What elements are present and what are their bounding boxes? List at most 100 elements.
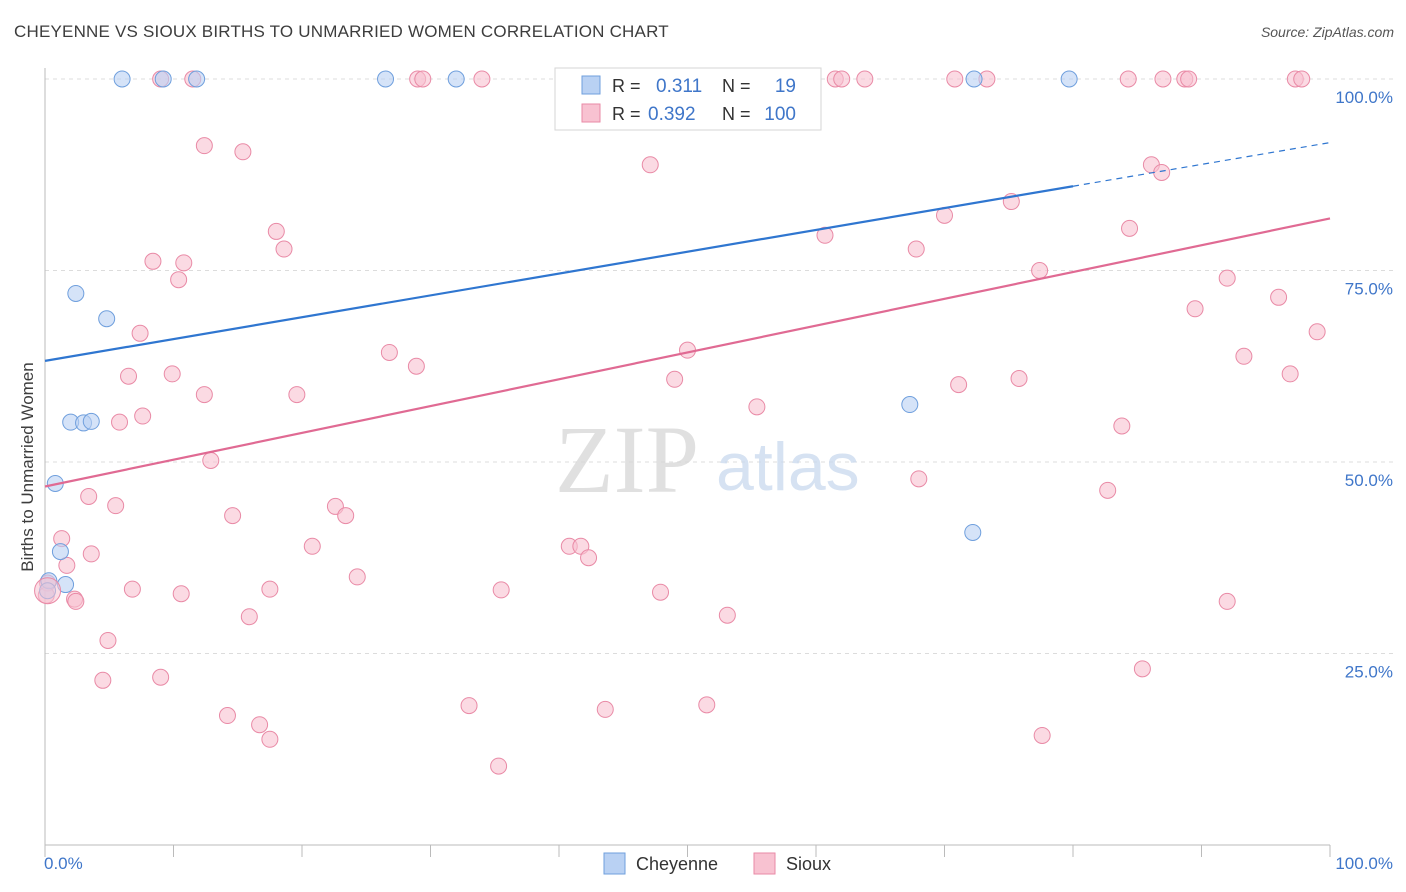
data-points <box>34 70 1326 775</box>
point-cheyenne-2 <box>188 70 206 88</box>
point-sioux-41 <box>407 357 425 375</box>
point-cheyenne-8 <box>98 310 116 328</box>
point-sioux-95 <box>1033 726 1051 744</box>
watermark-zip: ZIP <box>555 406 699 513</box>
y-tick-label-75: 75.0% <box>1345 280 1393 299</box>
y-axis-label: Births to Unmarried Women <box>18 362 37 571</box>
point-cheyenne-12 <box>901 396 919 414</box>
point-cheyenne-11 <box>82 412 100 430</box>
axes <box>44 68 1331 857</box>
point-sioux-47 <box>195 386 213 404</box>
chart-title: CHEYENNE VS SIOUX BIRTHS TO UNMARRIED WO… <box>14 22 669 41</box>
point-sioux-19 <box>1293 70 1311 88</box>
point-sioux-89 <box>251 716 269 734</box>
point-sioux-83 <box>718 606 736 624</box>
point-sioux-58 <box>910 470 928 488</box>
point-sioux-35 <box>1031 262 1049 279</box>
point-sioux-84 <box>1218 592 1236 610</box>
legend-r-label-sioux: R = <box>612 104 641 124</box>
bottom-legend-swatch-sioux <box>753 852 776 875</box>
point-sioux-43 <box>1235 347 1253 365</box>
point-sioux-38 <box>1186 300 1204 318</box>
point-sioux-39 <box>131 324 149 342</box>
trend-lines <box>44 141 1331 488</box>
legend-n-value-cheyenne: 19 <box>775 76 796 97</box>
point-sioux-60 <box>80 487 98 505</box>
point-sioux-59 <box>1099 481 1117 499</box>
point-cheyenne-14 <box>51 543 69 561</box>
point-sioux-62 <box>224 507 242 525</box>
point-sioux-22 <box>641 156 659 174</box>
point-sioux-54 <box>134 407 152 425</box>
point-sioux-31 <box>1121 219 1139 237</box>
point-sioux-82 <box>240 608 258 626</box>
zipatlas-watermark: ZIP atlas <box>555 406 860 513</box>
point-cheyenne-1 <box>154 70 172 88</box>
point-sioux-73 <box>348 568 366 586</box>
legend-swatch-cheyenne <box>581 75 601 95</box>
point-sioux-21 <box>234 143 252 161</box>
point-sioux-46 <box>163 365 181 383</box>
legend-n-label-cheyenne: N = <box>722 76 751 96</box>
point-sioux-91 <box>460 697 478 715</box>
trendline-cheyenne-extension <box>1072 141 1331 187</box>
point-sioux-12 <box>946 70 964 88</box>
y-tick-labels: 25.0% 50.0% 75.0% 100.0% <box>1335 88 1393 682</box>
point-sioux-55 <box>111 413 129 431</box>
point-sioux-49 <box>666 370 684 388</box>
chart-source: Source: ZipAtlas.com <box>1260 24 1394 40</box>
bottom-legend-label-sioux: Sioux <box>786 854 831 874</box>
x-tick-label-max: 100.0% <box>1335 854 1393 873</box>
point-sioux-79 <box>261 580 279 598</box>
point-sioux-4 <box>473 70 491 88</box>
point-sioux-76 <box>67 592 85 610</box>
point-sioux-28 <box>275 240 293 258</box>
point-sioux-3 <box>414 70 432 88</box>
point-cheyenne-7 <box>67 284 85 302</box>
bottom-legend-swatch-cheyenne <box>603 852 626 875</box>
point-sioux-72 <box>580 549 598 567</box>
point-sioux-64 <box>337 507 355 525</box>
series-legend: Cheyenne Sioux <box>603 852 831 875</box>
bottom-legend-label-cheyenne: Cheyenne <box>636 854 718 874</box>
point-sioux-27 <box>267 222 285 240</box>
point-sioux-56 <box>1113 417 1131 435</box>
point-cheyenne-18 <box>964 523 982 541</box>
point-sioux-37 <box>1270 288 1288 306</box>
trendline-cheyenne <box>44 185 1074 362</box>
legend-r-label-cheyenne: R = <box>612 76 641 96</box>
stats-legend: R = 0.311 N = 19 R = 0.392 N = 100 <box>554 67 822 131</box>
point-sioux-51 <box>950 376 968 394</box>
point-sioux-88 <box>218 707 236 725</box>
point-sioux-53 <box>1281 365 1299 383</box>
y-tick-label-50: 50.0% <box>1345 471 1393 490</box>
point-sioux-86 <box>94 671 112 689</box>
point-sioux-96 <box>1133 660 1151 678</box>
point-sioux-69 <box>303 537 321 555</box>
legend-r-value-sioux: 0.392 <box>648 104 696 125</box>
point-sioux-81 <box>652 583 670 601</box>
point-sioux-93 <box>698 696 716 714</box>
point-sioux-90 <box>261 730 279 748</box>
watermark-atlas: atlas <box>716 429 860 505</box>
point-sioux-40 <box>380 343 398 361</box>
point-sioux-50 <box>748 398 766 416</box>
gridlines <box>45 78 1393 654</box>
point-sioux-85 <box>99 631 117 649</box>
point-sioux-42 <box>679 341 696 359</box>
point-sioux-33 <box>175 254 193 272</box>
point-sioux-87 <box>152 668 170 686</box>
point-cheyenne-5 <box>965 70 983 88</box>
point-sioux-10 <box>833 70 851 88</box>
legend-n-value-sioux: 100 <box>764 104 796 125</box>
legend-r-value-cheyenne: 0.311 <box>656 76 702 97</box>
point-sioux-17 <box>1180 70 1198 88</box>
point-cluster-origin <box>34 577 62 605</box>
point-sioux-34 <box>170 271 188 289</box>
point-sioux-36 <box>1218 269 1236 287</box>
trendline-sioux <box>44 217 1331 488</box>
point-sioux-15 <box>1154 70 1172 88</box>
point-sioux-11 <box>856 70 874 88</box>
point-sioux-45 <box>120 367 138 385</box>
